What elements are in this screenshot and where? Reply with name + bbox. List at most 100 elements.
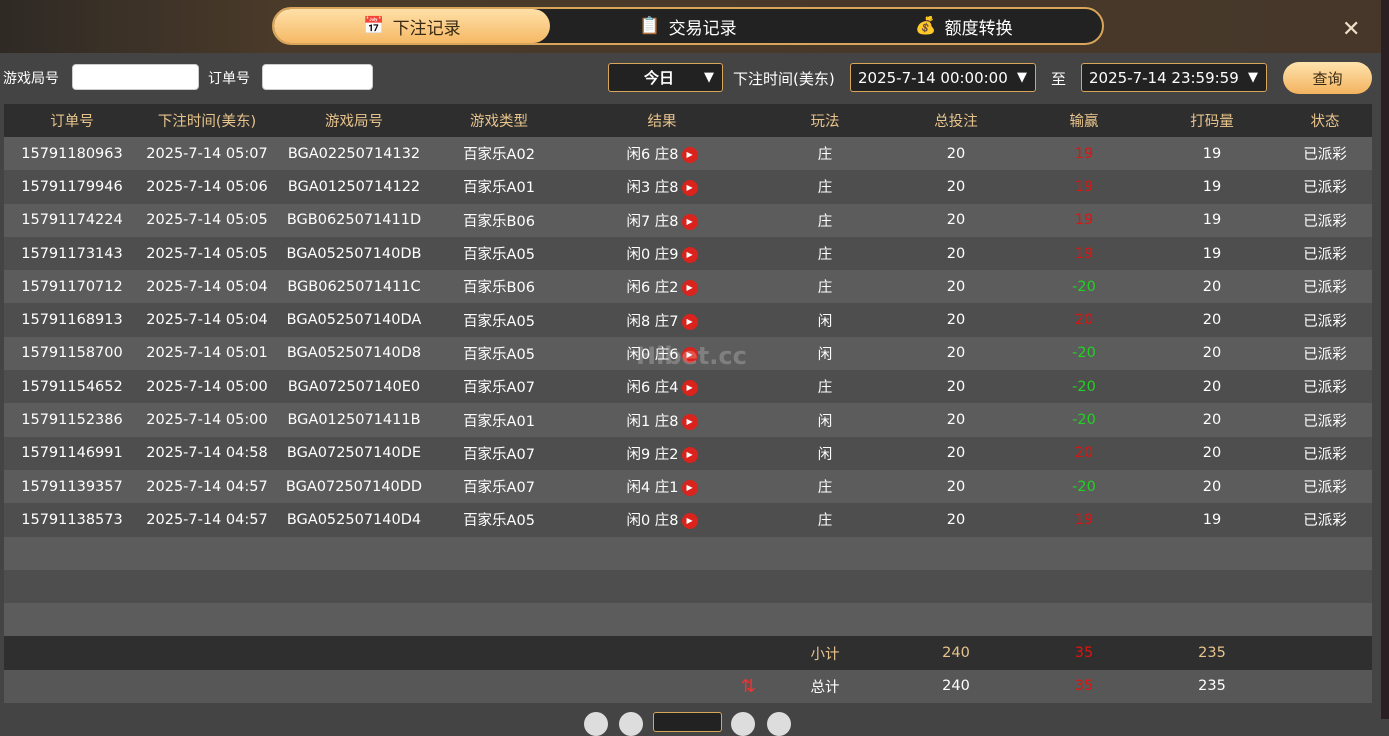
chevron-down-icon: ▼ xyxy=(704,70,714,85)
cell-0: 15791154652 xyxy=(4,370,140,404)
cell-5: 庄 xyxy=(760,170,890,204)
next-page-button[interactable] xyxy=(731,712,755,736)
table-row[interactable]: 15791173143 2025-7-14 05:05 BGA052507140DB… xyxy=(4,236,1372,271)
tab-bet-records[interactable]: 📅 下注记录 xyxy=(274,9,550,43)
empty-row xyxy=(4,603,1372,637)
close-icon[interactable]: ✕ xyxy=(1342,17,1361,42)
cell-text: 2025-7-14 05:00 xyxy=(146,378,268,395)
cell-text: 20 xyxy=(946,145,966,162)
cell-0: 15791174224 xyxy=(4,203,140,237)
cell-5: 庄 xyxy=(760,203,890,237)
cell-8: 20 xyxy=(1146,403,1278,437)
subtotal-winloss: 35 xyxy=(1022,636,1146,670)
cell-6: 20 xyxy=(890,403,1022,437)
table-row[interactable]: 15791180963 2025-7-14 05:07 BGA02250714132… xyxy=(4,137,1372,171)
play-replay-icon[interactable]: ▶ xyxy=(681,313,698,330)
cell-text: 20 xyxy=(946,278,966,295)
cell-1: 2025-7-14 05:07 xyxy=(140,137,274,171)
cell-text: 庄 xyxy=(817,513,833,530)
table-row[interactable]: 15791174224 2025-7-14 05:05 BGB0625071411D… xyxy=(4,203,1372,237)
cell-text: 15791152386 xyxy=(21,412,123,429)
play-replay-icon[interactable]: ▶ xyxy=(681,380,698,397)
cell-3: 百家乐A05 xyxy=(434,503,564,537)
table-row[interactable]: 15791154652 2025-7-14 05:00 BGA072507140E0… xyxy=(4,370,1372,404)
start-time-select[interactable]: 2025-7-14 00:00:00 ▼ xyxy=(850,63,1036,92)
cell-text: 2025-7-14 05:07 xyxy=(146,145,268,162)
table-row[interactable]: 15791170712 2025-7-14 05:04 BGB0625071411C… xyxy=(4,270,1372,304)
period-select[interactable]: 今日 ▼ xyxy=(608,63,723,92)
column-header: 输赢 xyxy=(1022,104,1146,137)
cell-text: 庄 xyxy=(817,180,833,197)
table-row[interactable]: 15791138573 2025-7-14 04:57 BGA052507140D4… xyxy=(4,503,1372,537)
query-button[interactable]: 查询 xyxy=(1283,62,1372,94)
cell-text: 已派彩 xyxy=(1303,346,1347,363)
cell-9: 已派彩 xyxy=(1278,137,1372,171)
column-header: 总投注 xyxy=(890,104,1022,137)
table-row[interactable]: 15791158700 2025-7-14 05:01 BGA052507140D8… xyxy=(4,336,1372,371)
table-row[interactable]: 15791179946 2025-7-14 05:06 BGA01250714122… xyxy=(4,170,1372,204)
cell-text: 庄 xyxy=(817,280,833,297)
play-replay-icon[interactable]: ▶ xyxy=(681,346,698,363)
to-label: 至 xyxy=(1051,70,1067,88)
cell-text: 20 xyxy=(1202,478,1222,495)
cell-text: BGA072507140E0 xyxy=(287,378,421,395)
cell-5: 庄 xyxy=(760,270,890,304)
cell-8: 20 xyxy=(1146,436,1278,470)
end-time-select[interactable]: 2025-7-14 23:59:59 ▼ xyxy=(1081,63,1267,92)
play-replay-icon[interactable]: ▶ xyxy=(681,446,698,463)
cell-1: 2025-7-14 05:05 xyxy=(140,236,274,271)
cell-7: -20 xyxy=(1022,403,1146,437)
play-replay-icon[interactable]: ▶ xyxy=(681,413,698,430)
cell-text: 庄 xyxy=(817,213,833,230)
subtotal-row: 小计 240 35 235 xyxy=(4,636,1372,670)
cell-1: 2025-7-14 05:04 xyxy=(140,303,274,337)
cell-text: 已派彩 xyxy=(1303,147,1347,164)
cell-text: 百家乐A01 xyxy=(463,180,535,197)
cell-text: 15791173143 xyxy=(21,245,123,262)
cell-2: BGA072507140DE xyxy=(274,436,434,470)
cell-text: 闲3 庄8 xyxy=(626,180,679,197)
prev-page-button[interactable] xyxy=(619,712,643,736)
refresh-icon[interactable]: ⇅ xyxy=(740,675,756,697)
cell-text: 2025-7-14 05:05 xyxy=(146,245,268,262)
page-input[interactable] xyxy=(653,712,722,732)
cell-text: 20 xyxy=(946,445,966,462)
first-page-button[interactable] xyxy=(584,712,608,736)
cell-0: 15791139357 xyxy=(4,469,140,504)
clipboard-icon: 📋 xyxy=(639,16,661,36)
tab-transaction-records[interactable]: 📋 交易记录 xyxy=(550,9,826,43)
cell-text: 闲 xyxy=(817,446,833,463)
cell-6: 20 xyxy=(890,469,1022,504)
play-replay-icon[interactable]: ▶ xyxy=(681,247,698,264)
cell-8: 19 xyxy=(1146,203,1278,237)
cell-text: 闲0 庄9 xyxy=(626,247,679,264)
cell-text: 闲4 庄1 xyxy=(626,480,679,497)
last-page-button[interactable] xyxy=(767,712,791,736)
cell-6: 20 xyxy=(890,236,1022,271)
play-replay-icon[interactable]: ▶ xyxy=(681,480,698,497)
table-row[interactable]: 15791139357 2025-7-14 04:57 BGA072507140DD… xyxy=(4,469,1372,504)
play-replay-icon[interactable]: ▶ xyxy=(681,180,698,197)
order-input[interactable] xyxy=(262,64,373,90)
time-label: 下注时间(美东) xyxy=(733,70,835,88)
play-replay-icon[interactable]: ▶ xyxy=(681,280,698,297)
table-row[interactable]: 15791152386 2025-7-14 05:00 BGA0125071411B… xyxy=(4,403,1372,437)
round-input[interactable] xyxy=(72,64,199,90)
table-row[interactable]: 15791168913 2025-7-14 05:04 BGA052507140DA… xyxy=(4,303,1372,337)
play-replay-icon[interactable]: ▶ xyxy=(681,213,698,230)
cell-text: BGA072507140DE xyxy=(286,445,422,462)
cell-text: 20 xyxy=(1202,412,1222,429)
cell-text: 19 xyxy=(1202,178,1222,195)
cell-text: 闲6 庄8 xyxy=(626,147,679,164)
cell-text: 15791154652 xyxy=(21,378,123,395)
tab-credit-transfer[interactable]: 💰 额度转换 xyxy=(826,9,1102,43)
cell-3: 百家乐A07 xyxy=(434,469,564,504)
cell-4: 闲0 庄9 ▶ xyxy=(564,236,760,271)
play-replay-icon[interactable]: ▶ xyxy=(681,513,698,530)
play-replay-icon[interactable]: ▶ xyxy=(681,147,698,164)
cell-text: 已派彩 xyxy=(1303,480,1347,497)
cell-text: 闲0 庄6 xyxy=(626,346,679,363)
cell-3: 百家乐A05 xyxy=(434,236,564,271)
table-row[interactable]: 15791146991 2025-7-14 04:58 BGA072507140DE… xyxy=(4,436,1372,470)
cell-text: 庄 xyxy=(817,480,833,497)
